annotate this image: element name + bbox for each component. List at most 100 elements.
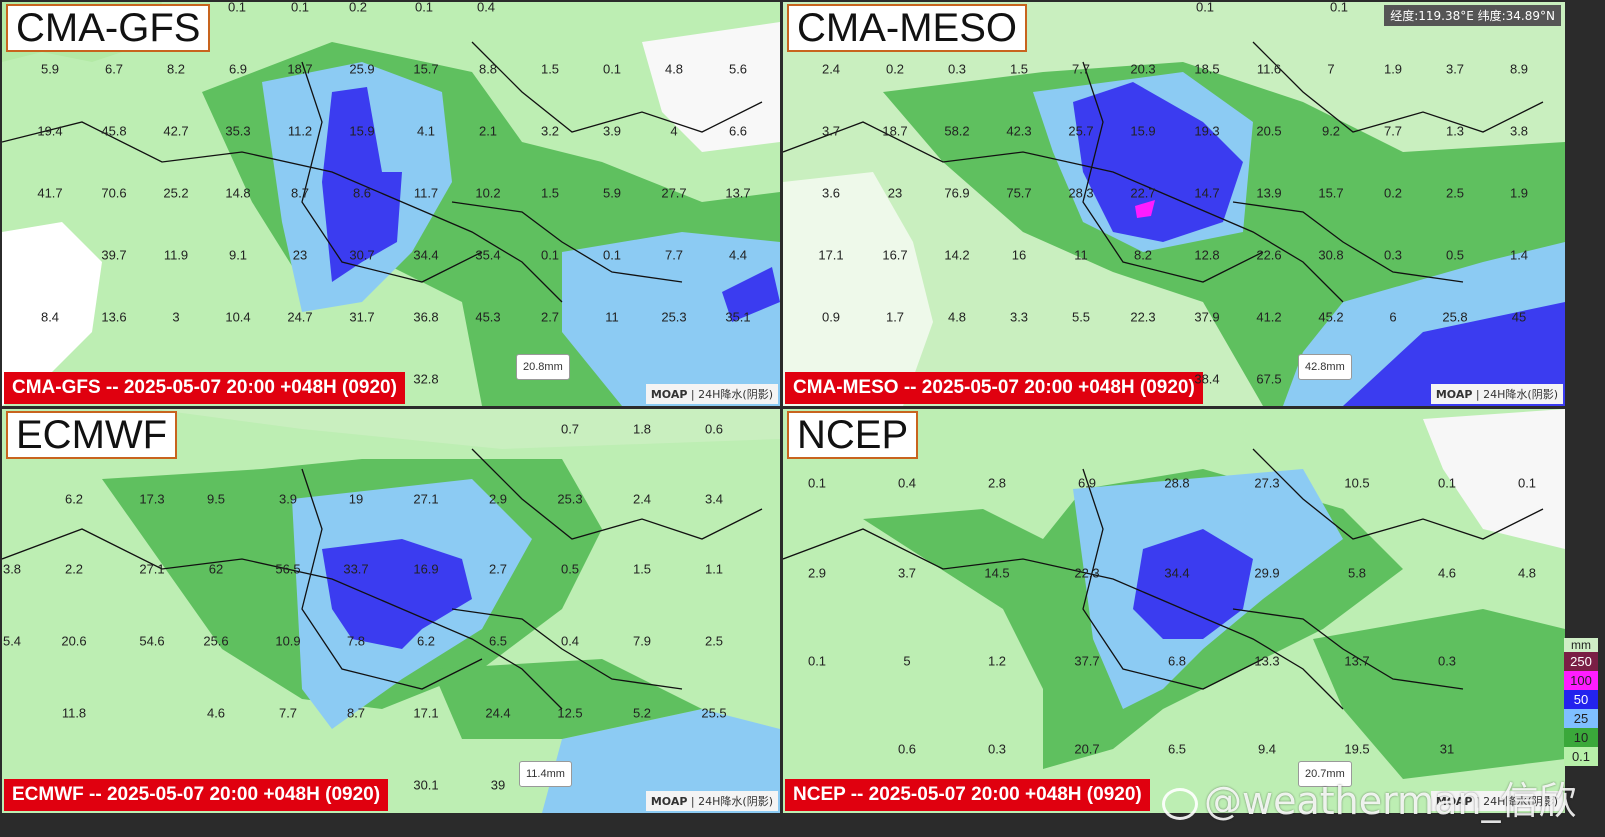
precip-value: 0.1	[1195, 2, 1215, 15]
legend-swatch: 10	[1564, 728, 1598, 747]
precip-value: 0.1	[290, 2, 310, 15]
precip-value: 3.4	[704, 491, 724, 507]
run-banner: CMA-MESO -- 2025-05-07 20:00 +048H (0920…	[785, 372, 1203, 404]
precip-map-cma-meso	[783, 2, 1565, 406]
precip-value: 19.3	[1194, 123, 1220, 139]
model-label: ECMWF	[6, 411, 178, 459]
precip-value: 3.6	[821, 185, 841, 201]
precip-value: 4.6	[1437, 565, 1457, 581]
precip-value: 7.7	[278, 705, 298, 721]
watermark: @weatherman_信欣	[1162, 770, 1576, 825]
precip-value: 58.2	[944, 123, 970, 139]
precip-value: 5.6	[728, 61, 748, 77]
precip-value: 75.7	[1006, 185, 1032, 201]
precip-value: 1.8	[632, 421, 652, 437]
precip-value: 42.7	[163, 123, 189, 139]
legend-swatch: 250	[1564, 652, 1598, 671]
precip-value: 0.6	[897, 741, 917, 757]
precip-value: 19.4	[37, 123, 63, 139]
precip-value: 32.8	[413, 371, 439, 387]
precip-value: 19.5	[1344, 741, 1370, 757]
precip-value: 0.2	[348, 2, 368, 15]
moap-caption: MOAP | 24H降水(阴影)	[1430, 384, 1563, 404]
precip-value: 12.8	[1194, 247, 1220, 263]
precip-value: 15.7	[413, 61, 439, 77]
precip-value: 6.2	[64, 491, 84, 507]
scale-box: 42.8mm	[1298, 354, 1352, 380]
precip-value: 41.7	[37, 185, 63, 201]
precip-value: 3.9	[278, 491, 298, 507]
legend-swatch: 50	[1564, 690, 1598, 709]
precip-value: 2.8	[987, 475, 1007, 491]
precip-value: 8.8	[478, 61, 498, 77]
precip-value: 0.3	[1437, 653, 1457, 669]
precip-value: 25.6	[203, 633, 229, 649]
precip-value: 24.7	[287, 309, 313, 325]
precip-value: 7	[1327, 61, 1335, 77]
precip-value: 22.3	[1130, 309, 1156, 325]
precip-value: 25.7	[1068, 123, 1094, 139]
precip-value: 27.1	[413, 491, 439, 507]
precip-value: 45.8	[101, 123, 127, 139]
precip-value: 6	[1389, 309, 1397, 325]
precip-value: 7.7	[1383, 123, 1403, 139]
precip-value: 1.5	[1009, 61, 1029, 77]
precip-value: 20.5	[1256, 123, 1282, 139]
precip-value: 0.1	[602, 61, 622, 77]
precip-value: 31.7	[349, 309, 375, 325]
precip-value: 4.8	[664, 61, 684, 77]
precip-value: 2.5	[704, 633, 724, 649]
precip-value: 30.7	[349, 247, 375, 263]
precip-value: 35.1	[725, 309, 751, 325]
precip-value: 56.5	[275, 561, 301, 577]
precip-value: 18.7	[287, 61, 313, 77]
precip-value: 5	[903, 653, 911, 669]
precip-value: 0.1	[227, 2, 247, 15]
precip-value: 0.1	[1329, 2, 1349, 15]
precip-value: 22.6	[1256, 247, 1282, 263]
precip-value: 7.9	[632, 633, 652, 649]
precip-value: 10.9	[275, 633, 301, 649]
precip-value: 25.9	[349, 61, 375, 77]
precip-value: 2.9	[807, 565, 827, 581]
precip-value: 28.3	[1068, 185, 1094, 201]
precip-value: 6.5	[1167, 741, 1187, 757]
precip-value: 0.3	[1383, 247, 1403, 263]
precip-value: 45	[1511, 309, 1527, 325]
precip-value: 36.8	[413, 309, 439, 325]
moap-caption: MOAP | 24H降水(阴影)	[645, 384, 778, 404]
precip-value: 15.9	[349, 123, 375, 139]
precip-value: 5.9	[40, 61, 60, 77]
precip-value: 30.8	[1318, 247, 1344, 263]
precip-value: 2.2	[64, 561, 84, 577]
precip-value: 27.3	[1254, 475, 1280, 491]
precip-value: 14.5	[984, 565, 1010, 581]
precip-value: 1.5	[540, 185, 560, 201]
precip-value: 6.9	[1077, 475, 1097, 491]
precip-value: 18.7	[882, 123, 908, 139]
precip-value: 6.6	[728, 123, 748, 139]
precip-value: 0.1	[807, 475, 827, 491]
legend-swatch: 25	[1564, 709, 1598, 728]
precip-map-ecmwf	[2, 409, 780, 813]
run-banner: ECMWF -- 2025-05-07 20:00 +048H (0920)	[4, 779, 389, 811]
precip-value: 9.4	[1257, 741, 1277, 757]
precip-value: 2.7	[488, 561, 508, 577]
precip-value: 37.9	[1194, 309, 1220, 325]
precip-value: 7.8	[346, 633, 366, 649]
precip-value: 25.8	[1442, 309, 1468, 325]
precip-value: 9.2	[1321, 123, 1341, 139]
precip-value: 70.6	[101, 185, 127, 201]
precip-value: 18.5	[1194, 61, 1220, 77]
precip-value: 2.4	[632, 491, 652, 507]
precip-value: 0.1	[1437, 475, 1457, 491]
precip-value: 54.6	[139, 633, 165, 649]
precip-value: 5.5	[1071, 309, 1091, 325]
precip-value: 14.2	[944, 247, 970, 263]
precip-value: 23	[292, 247, 308, 263]
precip-value: 15.9	[1130, 123, 1156, 139]
precip-value: 10.4	[225, 309, 251, 325]
precip-value: 33.7	[343, 561, 369, 577]
precip-value: 11.9	[163, 247, 189, 263]
precip-value: 0.1	[414, 2, 434, 15]
